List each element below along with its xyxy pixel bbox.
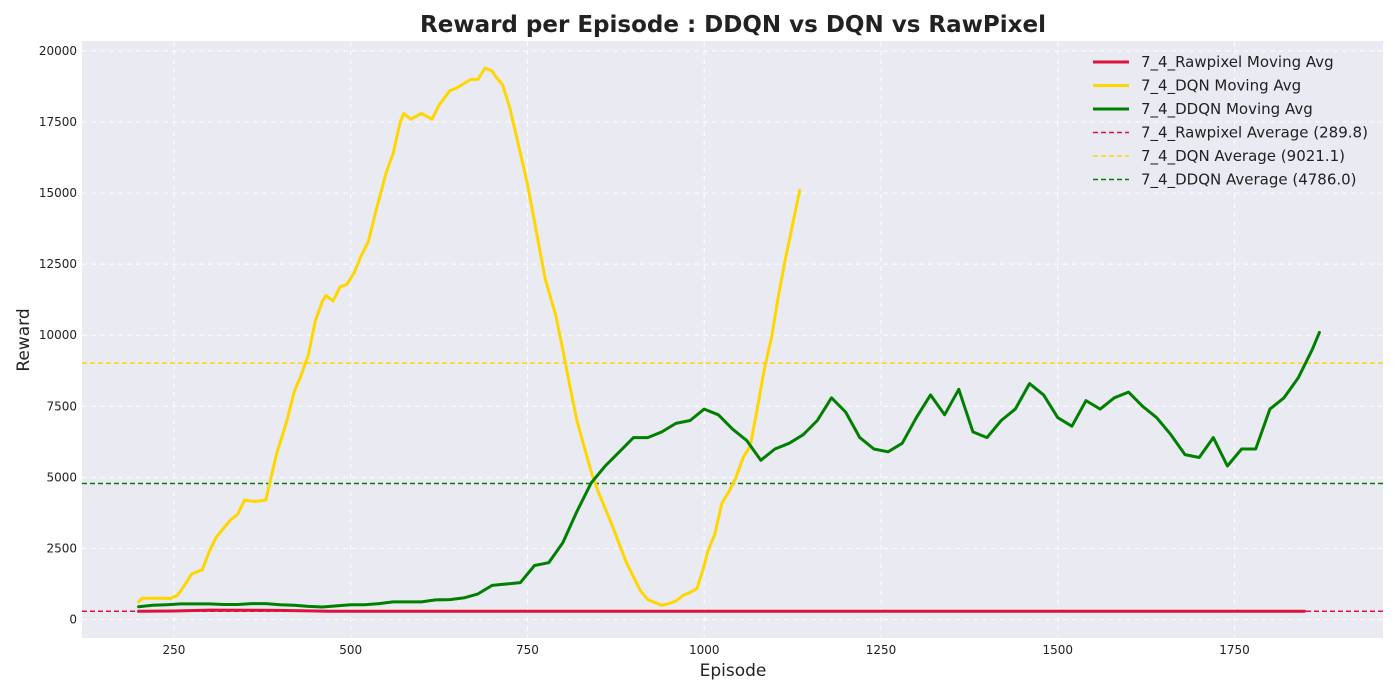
x-tick-label: 500: [339, 643, 362, 657]
x-tick-label: 1250: [866, 643, 897, 657]
x-axis-label: Episode: [700, 661, 767, 681]
y-tick-labels: 0 2500 5000 7500 10000 12500 15000 17500 20000: [39, 44, 77, 627]
legend-label: 7_4_Rawpixel Moving Avg: [1141, 53, 1334, 72]
y-tick-label: 0: [69, 613, 77, 627]
series-line-0: [137, 608, 1306, 613]
y-tick-label: 15000: [39, 186, 77, 200]
legend: 7_4_Rawpixel Moving Avg 7_4_DQN Moving Av…: [1093, 53, 1368, 190]
grid-lines: [82, 41, 1383, 638]
y-axis-label: Reward: [14, 308, 34, 371]
y-tick-label: 20000: [39, 44, 77, 58]
legend-label: 7_4_DQN Average (9021.1): [1141, 147, 1345, 166]
legend-label: 7_4_DQN Moving Avg: [1141, 77, 1301, 96]
y-tick-label: 12500: [39, 257, 77, 271]
x-tick-label: 250: [162, 643, 185, 657]
y-tick-label: 5000: [46, 470, 77, 484]
x-tick-label: 750: [516, 643, 539, 657]
x-tick-label: 1000: [689, 643, 720, 657]
legend-label: 7_4_Rawpixel Average (289.8): [1141, 124, 1368, 143]
plot-area: [82, 41, 1383, 638]
x-tick-labels: 250 500 750 1000 1250 1500 1750: [162, 643, 1249, 657]
y-tick-label: 17500: [39, 115, 77, 129]
series-line-1: [137, 66, 802, 607]
y-tick-label: 10000: [39, 328, 77, 342]
x-tick-label: 1500: [1042, 643, 1073, 657]
chart-title: Reward per Episode : DDQN vs DQN vs RawP…: [420, 12, 1046, 38]
series-lines: [137, 66, 1321, 613]
legend-label: 7_4_DDQN Moving Avg: [1141, 100, 1313, 119]
legend-label: 7_4_DDQN Average (4786.0): [1141, 171, 1357, 190]
series-line-2: [137, 330, 1321, 609]
y-tick-label: 7500: [46, 399, 77, 413]
x-tick-label: 1750: [1219, 643, 1250, 657]
y-tick-label: 2500: [46, 541, 77, 555]
